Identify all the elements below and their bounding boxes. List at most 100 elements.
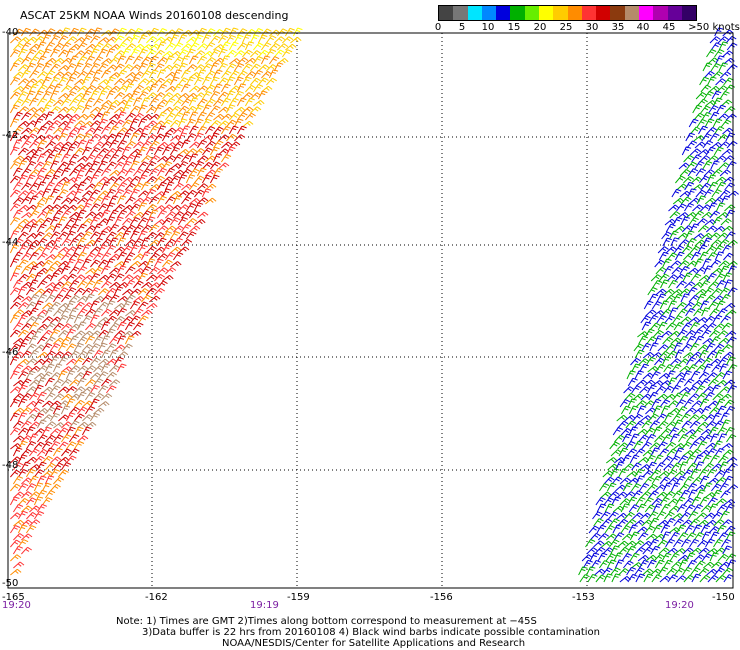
wind-barb — [36, 336, 48, 345]
wind-barb — [68, 434, 80, 443]
wind-barb — [146, 49, 157, 58]
wind-barb — [700, 280, 711, 289]
wind-barb — [148, 224, 160, 233]
wind-barb — [697, 440, 708, 450]
wind-barb — [694, 160, 705, 170]
wind-barb — [41, 160, 53, 170]
wind-barb — [649, 442, 661, 450]
wind-barb — [709, 329, 720, 338]
wind-barb — [712, 511, 723, 520]
wind-barb — [113, 286, 124, 296]
wind-barb — [677, 532, 689, 541]
wind-barb — [642, 470, 654, 478]
wind-barb — [44, 490, 56, 499]
wind-barb — [17, 454, 28, 464]
wind-barb — [9, 104, 20, 114]
wind-barb — [122, 316, 134, 324]
wind-barb — [77, 336, 88, 345]
wind-barb — [695, 461, 705, 471]
wind-barb — [626, 370, 636, 380]
wind-barb — [17, 314, 28, 324]
wind-barb — [186, 231, 197, 240]
wind-barb — [648, 511, 659, 520]
wind-barb — [76, 391, 87, 401]
wind-barb — [672, 392, 683, 401]
wind-barb — [52, 210, 64, 219]
wind-barb — [719, 189, 731, 198]
wind-barb — [68, 280, 80, 289]
wind-barb — [41, 188, 52, 198]
wind-barb — [685, 308, 696, 317]
wind-barb — [647, 366, 659, 373]
wind-barb — [704, 118, 715, 128]
wind-barb — [640, 315, 651, 324]
wind-barb — [36, 280, 48, 289]
wind-barb — [130, 260, 142, 268]
wind-barb — [173, 211, 185, 219]
wind-barb — [28, 335, 39, 345]
wind-barb — [229, 112, 240, 121]
wind-barb — [204, 28, 216, 37]
wind-barb — [90, 372, 102, 380]
wind-barb — [610, 567, 621, 576]
wind-barb — [627, 398, 637, 408]
wind-barb — [60, 238, 72, 247]
wind-barb — [76, 237, 87, 247]
wind-barb — [21, 505, 33, 513]
wind-barb — [646, 559, 657, 569]
wind-barb — [233, 63, 245, 72]
wind-barb — [101, 140, 112, 149]
wind-barb — [106, 231, 117, 240]
wind-barb — [92, 126, 104, 135]
wind-barb — [718, 141, 730, 149]
wind-barb — [154, 92, 166, 100]
wind-barb — [679, 266, 690, 275]
wind-barb — [717, 330, 729, 338]
wind-barb — [97, 371, 109, 380]
wind-barb — [25, 90, 36, 100]
wind-barb — [114, 273, 125, 282]
wind-barb — [678, 559, 689, 569]
wind-barb — [670, 433, 680, 443]
wind-barb — [9, 412, 20, 422]
wind-barb — [196, 125, 207, 135]
wind-barb — [25, 244, 37, 254]
wind-barb — [137, 48, 148, 58]
wind-barb — [89, 147, 101, 156]
wind-barb — [26, 497, 37, 506]
wind-barb — [57, 356, 68, 366]
wind-barb — [106, 273, 117, 282]
wind-barb — [625, 441, 636, 450]
wind-barb — [49, 343, 61, 352]
wind-barb — [188, 125, 199, 135]
wind-barb — [632, 512, 644, 520]
wind-barb — [670, 482, 681, 492]
wind-barb — [21, 533, 33, 541]
wind-barb — [53, 113, 65, 121]
wind-barb — [165, 155, 177, 163]
wind-barb — [44, 363, 55, 373]
wind-barb — [696, 218, 708, 226]
wind-barb — [634, 468, 645, 478]
y-tick-label: -44 — [2, 237, 19, 248]
wind-barb — [146, 133, 158, 142]
wind-barb — [586, 547, 598, 555]
wind-barb — [60, 405, 71, 415]
wind-barb — [699, 496, 710, 506]
wind-barb — [668, 527, 681, 534]
wind-barb — [34, 218, 46, 226]
wind-barb — [13, 435, 25, 443]
wind-barb — [57, 216, 68, 226]
wind-barb — [50, 63, 61, 72]
wind-barb — [643, 497, 654, 506]
wind-barb — [45, 392, 56, 401]
wind-barb — [117, 225, 129, 233]
wind-barb — [89, 412, 100, 422]
wind-barb — [212, 69, 223, 79]
wind-barb — [669, 211, 681, 219]
wind-barb — [85, 154, 96, 163]
wind-barb — [228, 27, 239, 37]
wind-barb — [116, 335, 127, 345]
wind-barb — [662, 559, 673, 569]
wind-barb — [706, 448, 717, 457]
